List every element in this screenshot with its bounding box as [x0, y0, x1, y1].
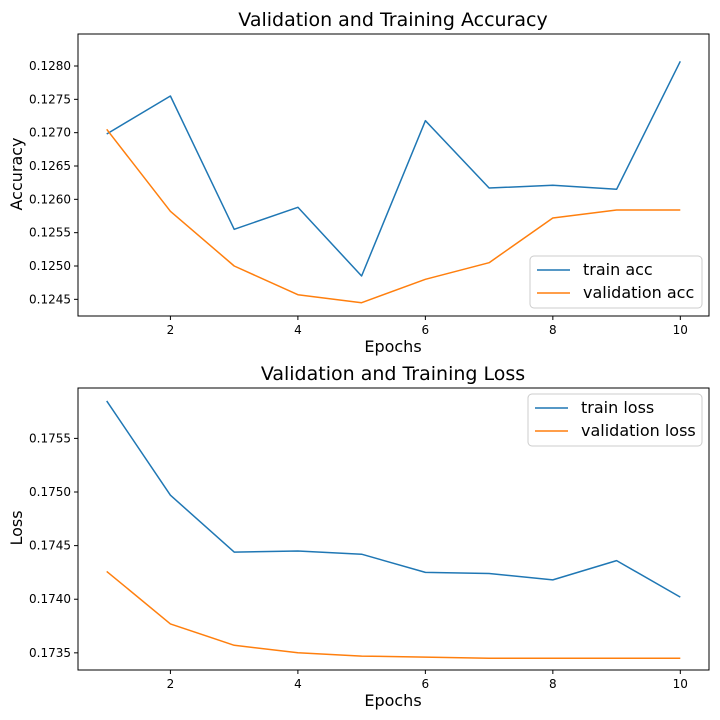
x-tick-label: 4: [294, 677, 302, 691]
x-tick-label: 2: [167, 323, 175, 337]
legend-label-train: train loss: [581, 398, 654, 417]
x-tick-label: 6: [422, 323, 430, 337]
y-tick-label: 0.1270: [29, 126, 71, 140]
y-tick-label: 0.1275: [29, 92, 71, 106]
x-tick-label: 10: [673, 677, 688, 691]
legend: train acc validation acc: [529, 255, 703, 309]
y-tick-label: 0.1740: [29, 592, 71, 606]
legend-label-validation: validation loss: [581, 421, 696, 440]
series-lines: [106, 60, 681, 304]
series-line-validation: [106, 570, 681, 659]
y-axis-label: Loss: [7, 510, 26, 545]
y-tick-label: 0.1250: [29, 259, 71, 273]
y-tick-label: 0.1280: [29, 59, 71, 73]
plot-area: [77, 387, 710, 671]
x-tick-label: 8: [549, 323, 557, 337]
axis-ticks: 2 4 6 8 10 0.1245 0.1250 0.1255 0.1260 0.1265 0.12…: [29, 59, 688, 337]
series-line-validation: [106, 128, 681, 304]
x-tick-label: 6: [422, 677, 430, 691]
x-tick-label: 10: [673, 323, 688, 337]
x-axis-label: Epochs: [364, 691, 421, 710]
x-tick-label: 8: [549, 677, 557, 691]
y-tick-label: 0.1265: [29, 159, 71, 173]
axis-ticks: 2 4 6 8 10 0.1735 0.1740 0.1745 0.1750 0.1755: [29, 431, 688, 691]
loss-chart: Validation and Training Loss Epochs Loss…: [7, 363, 710, 710]
accuracy-chart: Validation and Training Accuracy Epochs …: [7, 9, 710, 356]
y-tick-label: 0.1255: [29, 226, 71, 240]
x-axis-label: Epochs: [364, 337, 421, 356]
legend: train loss validation loss: [527, 393, 703, 447]
series-line-train: [106, 60, 681, 277]
plot-area: [77, 33, 710, 317]
legend-box: [529, 255, 703, 309]
y-axis-label: Accuracy: [7, 137, 26, 210]
legend-label-validation: validation acc: [583, 283, 694, 302]
y-tick-label: 0.1245: [29, 292, 71, 306]
x-tick-label: 4: [294, 323, 302, 337]
legend-box: [527, 393, 703, 447]
y-tick-label: 0.1745: [29, 539, 71, 553]
x-tick-label: 2: [167, 677, 175, 691]
series-lines: [106, 400, 681, 659]
y-tick-label: 0.1735: [29, 646, 71, 660]
series-line-train: [106, 400, 681, 598]
chart-title: Validation and Training Loss: [261, 363, 525, 385]
y-tick-label: 0.1260: [29, 192, 71, 206]
legend-label-train: train acc: [583, 260, 653, 279]
chart-title: Validation and Training Accuracy: [238, 9, 547, 31]
y-tick-label: 0.1755: [29, 431, 71, 445]
y-tick-label: 0.1750: [29, 485, 71, 499]
